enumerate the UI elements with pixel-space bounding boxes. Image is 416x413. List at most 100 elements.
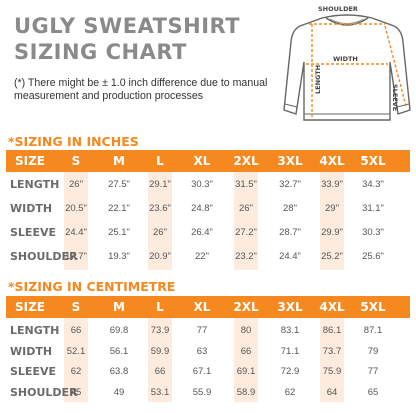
table-cell: 66 xyxy=(70,325,82,336)
table-cell: 24.8" xyxy=(191,203,213,214)
size-header: SIZE xyxy=(14,300,45,314)
size-header-l: L xyxy=(156,154,164,168)
table-cell: 22" xyxy=(195,251,209,262)
sweatshirt-body xyxy=(283,14,411,121)
column-stripe xyxy=(320,172,344,270)
table-cell: 69.8 xyxy=(109,325,129,336)
inches-size-table: SIZE S M L XL 2XL 3XL 4XL 5XL LENGTH 26" 27.5" 29.1"… xyxy=(0,150,416,273)
table-cell: 30.3" xyxy=(362,227,384,238)
table-cell: 45 xyxy=(70,386,82,398)
table-cell: 73.9 xyxy=(150,325,170,336)
shoulder-label: SHOULDER xyxy=(318,5,358,13)
sweatshirt-collar xyxy=(325,17,369,26)
centimetre-size-table: SIZE S M L XL 2XL 3XL 4XL 5XL LENGTH 66 69.8 73.9 77 8… xyxy=(0,296,416,408)
column-stripe xyxy=(234,172,258,270)
table-cell: 26" xyxy=(153,227,167,238)
size-header-s: S xyxy=(71,154,81,168)
size-header-xl: XL xyxy=(193,154,211,168)
table-cell: 58.9 xyxy=(236,386,256,398)
table-cell: 27.2" xyxy=(235,227,257,238)
table-cell: 56.1 xyxy=(109,345,129,357)
row-label-sleeve: SLEEVE xyxy=(10,365,56,378)
table-cell: 31.5" xyxy=(235,179,257,190)
row-label-width: WIDTH xyxy=(10,344,53,358)
table-cell: 19.3" xyxy=(108,251,130,262)
table-cell: 49 xyxy=(113,386,125,398)
table-cell: 62 xyxy=(70,366,82,377)
column-stripe xyxy=(148,318,172,402)
table-cell: 31.1" xyxy=(362,203,384,214)
table-cell: 65 xyxy=(367,386,379,398)
table-cell: 64 xyxy=(326,386,338,398)
table-cell: 28" xyxy=(283,203,297,214)
size-header-l: L xyxy=(156,300,164,314)
table-cell: 29.9" xyxy=(321,227,343,238)
table-cell: 67.1 xyxy=(192,366,212,377)
size-header: SIZE xyxy=(14,154,45,168)
table-cell: 77 xyxy=(367,366,379,377)
size-header-5xl: 5XL xyxy=(360,154,386,168)
table-cell: 29" xyxy=(325,203,339,214)
table-cell: 30.3" xyxy=(191,179,213,190)
table-cell: 69.1 xyxy=(236,366,256,377)
page-title-line1: UGLY SWEATSHIRT xyxy=(14,14,241,38)
size-header-m: M xyxy=(113,154,125,168)
table-cell: 25.2" xyxy=(321,251,343,262)
row-label-width: WIDTH xyxy=(10,202,53,215)
table-cell: 80 xyxy=(240,325,252,336)
table-cell: 33.9" xyxy=(321,179,343,190)
page-title-line2: SIZING CHART xyxy=(14,40,187,64)
row-label-length: LENGTH xyxy=(10,324,60,337)
table-cell: 28.7" xyxy=(279,227,301,238)
table-cell: 23.2" xyxy=(235,251,257,262)
table-cell: 73.7 xyxy=(322,345,342,357)
table-cell: 26" xyxy=(69,179,83,190)
table-cell: 66 xyxy=(154,366,166,377)
table-cell: 52.1 xyxy=(66,345,86,357)
table-cell: 23.6" xyxy=(149,203,171,214)
column-stripe xyxy=(64,318,88,402)
table-cell: 24.4" xyxy=(279,251,301,262)
table-cell: 26" xyxy=(239,203,253,214)
table-cell: 20.5" xyxy=(65,203,87,214)
measurement-note: (*) There might be ± 1.0 inch difference… xyxy=(14,77,268,102)
table-header xyxy=(6,150,410,172)
size-header-2xl: 2XL xyxy=(233,300,259,314)
table-cell: 26.4" xyxy=(191,227,213,238)
table-cell: 62 xyxy=(284,386,296,398)
table-cell: 25.6" xyxy=(362,251,384,262)
table-cell: 20.9" xyxy=(149,251,171,262)
table-cell: 63.8 xyxy=(109,366,129,377)
table-cell: 66 xyxy=(240,345,252,357)
table-cell: 29.1" xyxy=(149,179,171,190)
column-stripe xyxy=(64,172,88,270)
table-cell: 25.1" xyxy=(108,227,130,238)
table-cell: 63 xyxy=(196,345,208,357)
centimetre-section-title: *SIZING IN CENTIMETRE xyxy=(8,279,176,294)
row-label-shoulder: SHOULDER xyxy=(10,250,78,263)
table-cell: 72.9 xyxy=(280,366,300,377)
row-label-length: LENGTH xyxy=(10,178,60,191)
table-cell: 75.9 xyxy=(322,366,342,377)
table-cell: 32.7" xyxy=(279,179,301,190)
size-header-xl: XL xyxy=(193,300,211,314)
table-cell: 34.3" xyxy=(362,179,384,190)
table-cell: 17.7" xyxy=(65,251,87,262)
table-cell: 83.1 xyxy=(280,325,300,336)
table-cell: 77 xyxy=(196,325,208,336)
table-cell: 24.4" xyxy=(65,227,87,238)
sleeve-label: SLEEVE xyxy=(391,84,399,111)
table-cell: 71.1 xyxy=(280,345,300,357)
table-header xyxy=(6,296,410,318)
table-cell: 55.9 xyxy=(192,386,212,398)
table-cell: 22.1" xyxy=(108,203,130,214)
table-cell: 87.1 xyxy=(363,325,383,336)
table-cell: 59.9 xyxy=(150,345,170,357)
row-label-shoulder: SHOULDER xyxy=(10,385,78,399)
table-cell: 86.1 xyxy=(322,325,342,336)
column-stripe xyxy=(148,172,172,270)
table-cell: 79 xyxy=(367,345,379,357)
size-header-2xl: 2XL xyxy=(233,154,259,168)
table-cell: 27.5" xyxy=(108,179,130,190)
length-label: LENGTH xyxy=(314,65,322,94)
